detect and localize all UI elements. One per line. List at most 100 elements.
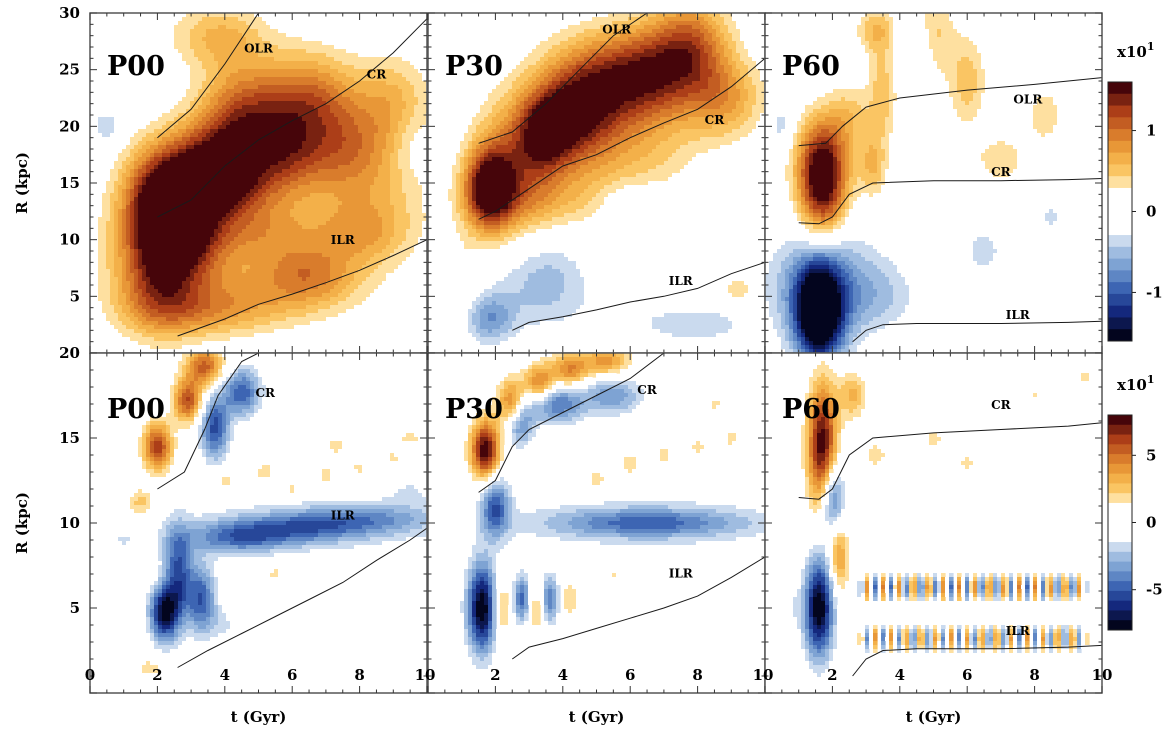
heat-cell [410, 265, 415, 270]
heat-cell [230, 105, 235, 110]
heat-cell [318, 273, 323, 278]
heat-cell [110, 217, 115, 222]
heat-cell [338, 129, 343, 134]
heat-cell [174, 157, 179, 162]
heat-cell [222, 125, 227, 130]
heat-cell [202, 85, 207, 90]
heat-cell [358, 77, 363, 82]
heat-cell [318, 225, 323, 230]
heat-cell [378, 145, 383, 150]
heat-cell [274, 165, 279, 170]
heat-cell [118, 265, 123, 270]
heat-cell [142, 225, 147, 230]
heat-cell [206, 157, 211, 162]
heat-cell [182, 269, 187, 274]
heat-cell [418, 253, 423, 258]
heat-cell [118, 157, 123, 162]
heat-cell [250, 193, 255, 198]
heat-cell [254, 209, 259, 214]
heat-cell [258, 161, 263, 166]
heat-cell [358, 45, 363, 50]
heat-cell [282, 73, 287, 78]
heat-cell [346, 181, 351, 186]
heat-cell [346, 45, 351, 50]
heat-cell [294, 17, 299, 22]
heat-cell [166, 217, 171, 222]
heat-cell [338, 97, 343, 102]
heat-cell [266, 153, 271, 158]
heat-cell [326, 105, 331, 110]
heat-cell [298, 221, 303, 226]
heat-cell [102, 229, 107, 234]
heat-cell [266, 117, 271, 122]
heat-cell [138, 217, 143, 222]
heat-cell [390, 173, 395, 178]
heat-cell [422, 145, 427, 150]
heat-cell [278, 45, 283, 50]
heat-cell [154, 221, 159, 226]
heat-cell [338, 133, 343, 138]
heat-cell [322, 245, 327, 250]
heat-cell [226, 249, 231, 254]
heat-cell [242, 85, 247, 90]
heat-cell [406, 157, 411, 162]
heat-cell [106, 109, 111, 114]
heat-cell [182, 245, 187, 250]
heat-cell [166, 41, 171, 46]
heat-cell [122, 233, 127, 238]
heat-cell [246, 221, 251, 226]
heat-cell [262, 245, 267, 250]
heat-cell [106, 233, 111, 238]
heat-cell [230, 225, 235, 230]
heat-cell [414, 49, 419, 54]
heat-cell [422, 53, 427, 58]
heat-cell [278, 225, 283, 230]
heat-cell [338, 93, 343, 98]
heat-cell [246, 157, 251, 162]
heat-cell [178, 201, 183, 206]
heat-cell [318, 73, 323, 78]
heat-cell [362, 89, 367, 94]
heat-cell [94, 109, 99, 114]
heat-cell [262, 149, 267, 154]
heat-cell [222, 185, 227, 190]
heat-cell [118, 161, 123, 166]
heat-cell [250, 21, 255, 26]
heat-cell [202, 29, 207, 34]
heat-cell [178, 113, 183, 118]
heat-cell [314, 209, 319, 214]
heat-cell [138, 193, 143, 198]
heat-cell [302, 133, 307, 138]
heat-cell [186, 101, 191, 106]
heat-cell [102, 201, 107, 206]
heat-cell [378, 205, 383, 210]
heat-cell [318, 89, 323, 94]
heat-cell [142, 213, 147, 218]
heat-cell [202, 233, 207, 238]
heat-cell [362, 217, 367, 222]
heat-cell [126, 245, 131, 250]
heat-cell [326, 193, 331, 198]
heat-cell [382, 261, 387, 266]
heat-cell [222, 173, 227, 178]
heat-cell [94, 253, 99, 258]
heat-cell [418, 109, 423, 114]
heat-cell [410, 121, 415, 126]
heat-cell [202, 141, 207, 146]
heat-cell [186, 49, 191, 54]
heat-cell [158, 225, 163, 230]
heat-cell [246, 189, 251, 194]
heat-cell [246, 17, 251, 22]
heat-cell [358, 129, 363, 134]
heat-cell [414, 181, 419, 186]
heat-cell [206, 233, 211, 238]
heat-cell [270, 69, 275, 74]
heat-cell [226, 137, 231, 142]
heat-cell [214, 217, 219, 222]
heat-cell [302, 265, 307, 270]
heat-cell [370, 33, 375, 38]
heat-cell [294, 89, 299, 94]
heat-cell [154, 245, 159, 250]
heat-cell [202, 205, 207, 210]
heat-cell [374, 121, 379, 126]
